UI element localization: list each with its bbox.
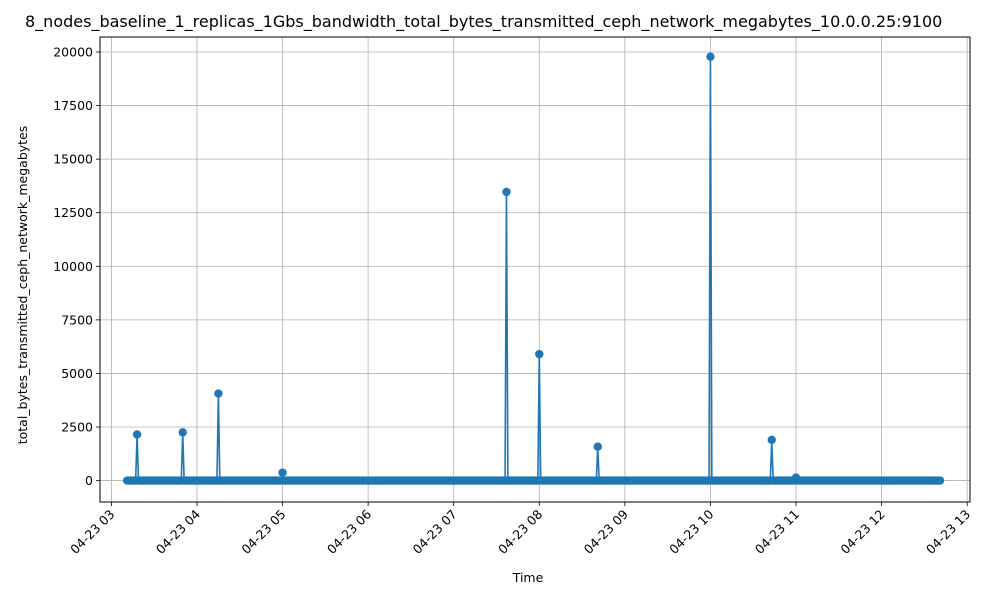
x-tick-label: 04-23 11 bbox=[752, 507, 802, 557]
x-axis: 04-23 03 04-23 04 04-23 05 04-23 06 04-23 07… bbox=[67, 502, 973, 557]
x-tick-label: 04-23 12 bbox=[837, 507, 887, 557]
chart-title: 8_nodes_baseline_1_replicas_1Gbs_bandwid… bbox=[25, 12, 942, 32]
y-axis: 0 2500 5000 7500 10000 12500 15000 17500 20000 bbox=[53, 45, 100, 488]
series-path bbox=[127, 56, 941, 482]
data-point bbox=[767, 435, 776, 445]
y-tick-label: 15000 bbox=[53, 152, 93, 167]
y-tick-label: 10000 bbox=[53, 259, 93, 274]
data-point bbox=[278, 468, 287, 477]
data-point bbox=[535, 349, 544, 359]
x-tick-label: 04-23 05 bbox=[238, 507, 288, 557]
data-point bbox=[935, 476, 945, 485]
data-point bbox=[502, 187, 511, 197]
y-tick-label: 5000 bbox=[61, 366, 93, 381]
data-point bbox=[178, 428, 187, 437]
grid bbox=[100, 37, 970, 502]
x-tick-label: 04-23 03 bbox=[67, 507, 117, 557]
y-tick-label: 7500 bbox=[61, 312, 93, 327]
x-tick-label: 04-23 04 bbox=[153, 506, 203, 556]
x-tick-label: 04-23 07 bbox=[409, 507, 459, 557]
x-tick-label: 04-23 09 bbox=[581, 506, 631, 556]
series-line bbox=[122, 52, 945, 485]
y-tick-label: 20000 bbox=[53, 45, 93, 60]
x-tick-label: 04-23 08 bbox=[495, 506, 545, 556]
x-tick-label: 04-23 06 bbox=[324, 506, 374, 556]
y-tick-label: 12500 bbox=[53, 205, 93, 220]
y-tick-label: 0 bbox=[85, 473, 93, 488]
x-tick-label: 04-23 10 bbox=[666, 506, 716, 556]
data-point bbox=[706, 52, 715, 61]
data-point bbox=[132, 430, 142, 439]
y-tick-label: 2500 bbox=[61, 420, 93, 435]
plot-frame bbox=[99, 36, 971, 503]
y-tick-label: 17500 bbox=[53, 98, 93, 113]
x-axis-label: Time bbox=[512, 570, 544, 585]
y-axis-label: total_bytes_transmitted_ceph_network_meg… bbox=[15, 126, 30, 445]
data-point bbox=[593, 442, 602, 451]
data-point bbox=[214, 389, 223, 398]
x-tick-label: 04-23 13 bbox=[923, 507, 973, 557]
